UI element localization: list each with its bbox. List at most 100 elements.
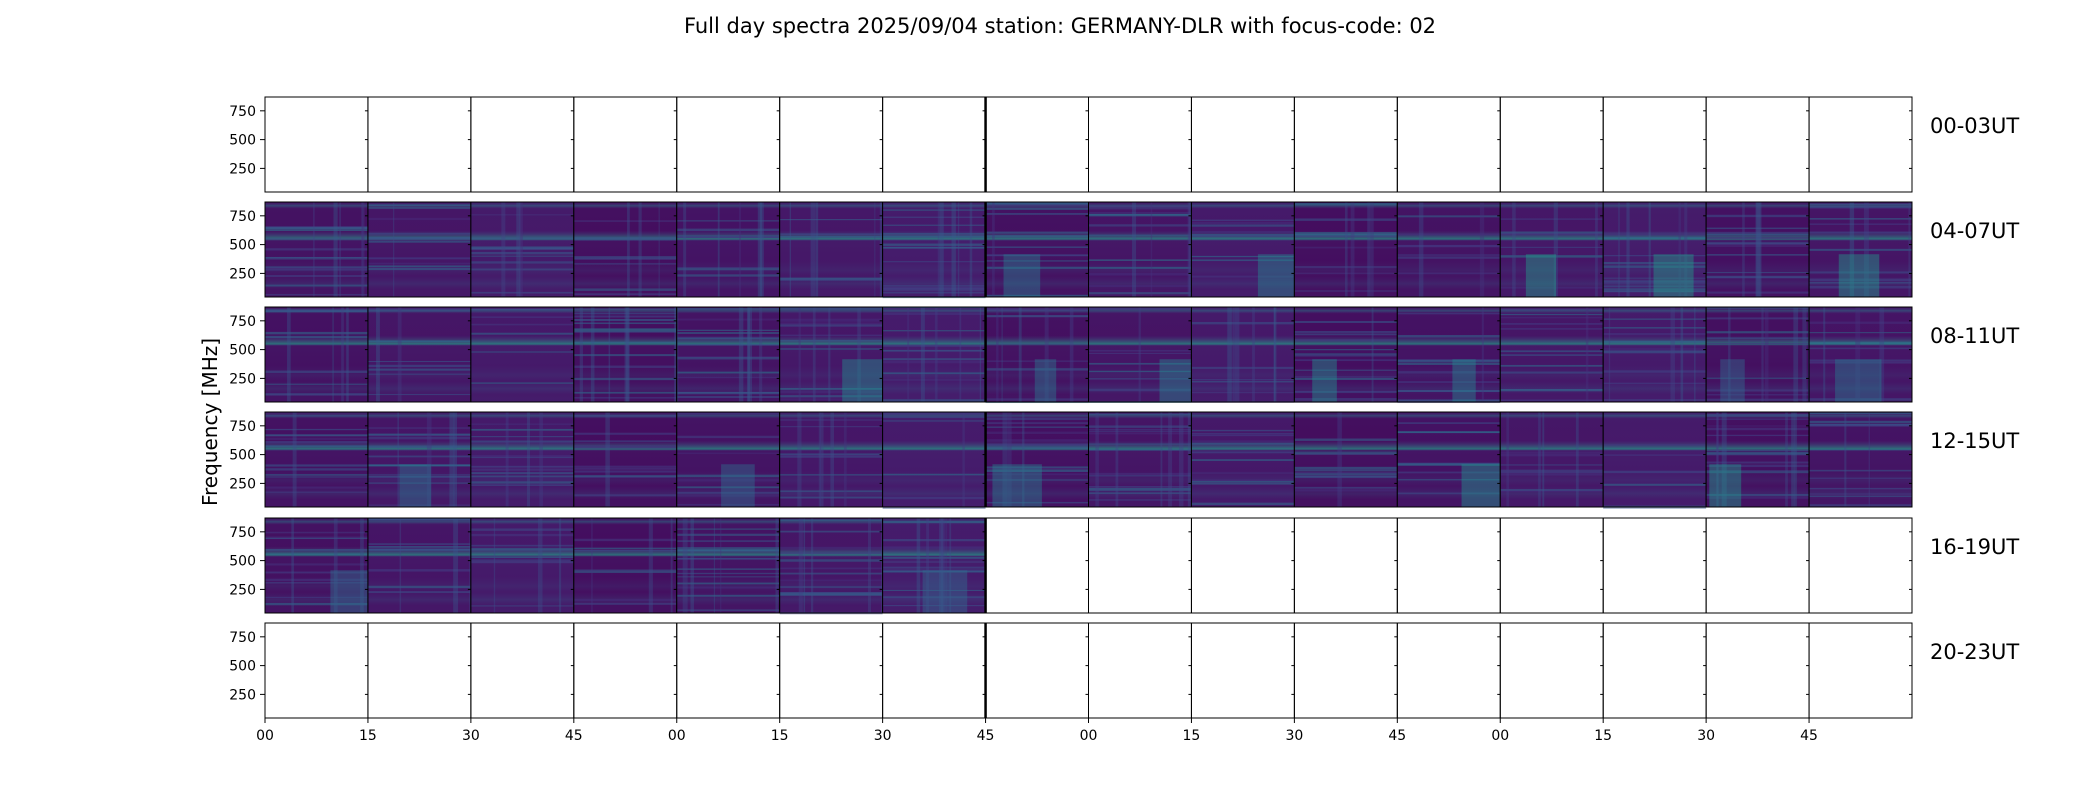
spectrum-row: 250 500 750 16-19UT xyxy=(229,517,2019,615)
spectrum-panel xyxy=(1396,96,1501,193)
y-tick-label: 750 xyxy=(229,209,256,225)
y-tick-label: 500 xyxy=(229,448,256,464)
spectrum-panel xyxy=(573,306,679,403)
spectrum-panel xyxy=(882,517,987,614)
spectrum-panel xyxy=(264,622,369,719)
spectrum-panel xyxy=(1088,622,1192,719)
spectrum-panel xyxy=(779,622,884,719)
x-tick-label: 30 xyxy=(1697,728,1715,744)
spectrum-panel xyxy=(779,517,886,615)
spectrum-panel xyxy=(1088,306,1192,403)
spectrum-panel xyxy=(1293,96,1398,193)
spectrum-panel xyxy=(1602,411,1707,509)
spectrum-panel xyxy=(1808,306,1913,403)
spectrum-panel xyxy=(985,517,1089,614)
spectrum-panel xyxy=(470,622,575,719)
row-time-label: 12-15UT xyxy=(1930,429,2019,453)
spectrum-panel xyxy=(573,96,678,193)
spectrum-panel xyxy=(367,411,472,508)
y-tick-label: 500 xyxy=(229,238,256,254)
spectrum-panel xyxy=(1190,306,1295,403)
spectrum-panel xyxy=(264,411,369,508)
spectrum-panel xyxy=(367,622,472,719)
spectrum-panel xyxy=(1293,201,1398,298)
spectrum-panel xyxy=(985,622,1089,719)
spectrum-panel xyxy=(882,411,987,509)
x-tick-label: 00 xyxy=(668,728,686,744)
spectrum-panel xyxy=(1088,96,1192,193)
spectrum-panel xyxy=(676,517,781,614)
spectrum-panel xyxy=(1088,517,1192,614)
spectrum-panel xyxy=(1808,517,1913,614)
spectrum-panel xyxy=(676,306,781,403)
spectrum-panel xyxy=(779,411,884,508)
x-tick-label: 00 xyxy=(256,728,274,744)
x-tick-label: 00 xyxy=(1491,728,1509,744)
spectrum-panel xyxy=(1396,201,1501,298)
row-time-label: 20-23UT xyxy=(1930,640,2019,664)
x-tick-label: 45 xyxy=(565,728,583,744)
spectrum-panel xyxy=(1190,201,1297,298)
spectrum-panel xyxy=(1808,201,1913,298)
spectrum-panel xyxy=(1293,411,1398,508)
x-tick-label: 15 xyxy=(1183,728,1201,744)
spectrum-row: 250 500 750 12-15UT xyxy=(229,411,2019,509)
spectrum-panel xyxy=(1190,96,1295,193)
spectrum-panel xyxy=(264,517,373,614)
spectrum-panel xyxy=(1808,411,1913,508)
spectrum-panel xyxy=(1293,306,1401,403)
spectrum-panel xyxy=(779,306,887,403)
spectrum-panel xyxy=(1705,306,1813,403)
spectrum-panel xyxy=(1499,517,1604,614)
spectrum-row: 250 500 750 08-11UT xyxy=(229,306,2019,404)
spectrum-panel xyxy=(1705,622,1810,719)
spectrum-panel xyxy=(1499,411,1604,508)
y-tick-label: 250 xyxy=(229,582,256,598)
spectrum-panel xyxy=(1396,517,1501,614)
x-tick-label: 15 xyxy=(771,728,789,744)
spectrum-panel xyxy=(1293,517,1398,614)
spectrum-panel xyxy=(1808,622,1913,719)
x-tick-label: 30 xyxy=(874,728,892,744)
spectrum-panel xyxy=(882,306,987,403)
spectrum-panel xyxy=(367,201,472,298)
y-tick-label: 750 xyxy=(229,630,256,646)
row-time-label: 08-11UT xyxy=(1930,324,2019,348)
row-time-label: 00-03UT xyxy=(1930,114,2019,138)
x-tick-label: 15 xyxy=(359,728,377,744)
y-tick-label: 500 xyxy=(229,133,256,149)
chart-title: Full day spectra 2025/09/04 station: GER… xyxy=(684,14,1436,38)
spectrum-panel xyxy=(1602,201,1707,298)
spectrum-panel xyxy=(367,517,473,614)
spectrum-panel xyxy=(779,96,884,193)
spectrum-panel xyxy=(1602,306,1707,403)
spectrum-panel xyxy=(1808,96,1913,193)
y-tick-label: 250 xyxy=(229,266,256,282)
spectrum-panel xyxy=(1499,622,1604,719)
spectrum-panel xyxy=(470,96,575,193)
row-time-label: 04-07UT xyxy=(1930,219,2019,243)
spectrum-panel xyxy=(1499,201,1604,298)
spectrum-panel xyxy=(1705,411,1810,508)
spectrum-panel xyxy=(882,622,987,719)
spectrum-panel xyxy=(1705,201,1810,298)
spectrum-panel xyxy=(1190,411,1295,508)
spectrum-panel xyxy=(676,622,781,719)
spectrum-panel xyxy=(1499,306,1604,403)
x-tick-label: 45 xyxy=(1388,728,1406,744)
x-tick-label: 30 xyxy=(462,728,480,744)
spectrum-panel xyxy=(1190,622,1295,719)
spectrum-panel xyxy=(1602,622,1707,719)
spectrum-panel xyxy=(985,201,1089,298)
spectrum-panel xyxy=(882,201,987,299)
x-tick-label: 15 xyxy=(1594,728,1612,744)
spectrum-panel xyxy=(676,411,781,508)
y-axis-label: Frequency [MHz] xyxy=(198,338,222,506)
spectrum-panel xyxy=(470,201,575,298)
spectrum-panel xyxy=(264,201,369,298)
spectrum-panel xyxy=(1396,306,1501,404)
spectrum-panel xyxy=(573,622,678,719)
spectrum-row: 250 500 750 20-23UT xyxy=(229,622,2019,719)
spectrum-panel xyxy=(1088,201,1192,298)
